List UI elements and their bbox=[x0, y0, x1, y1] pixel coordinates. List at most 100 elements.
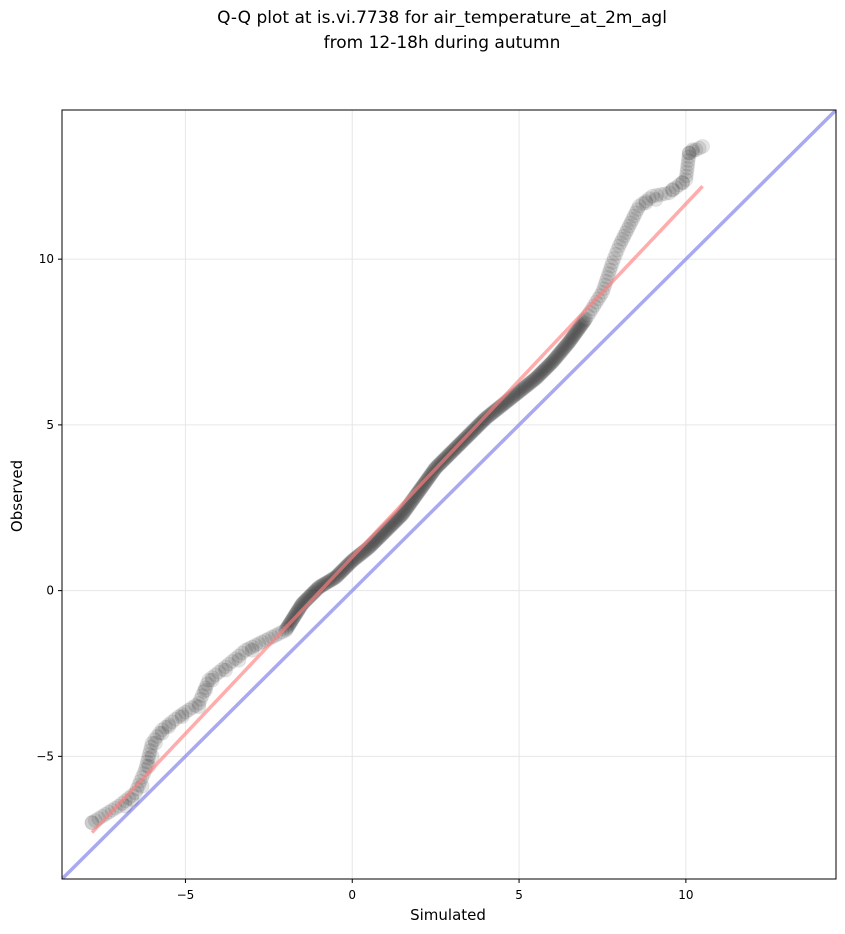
quantile-point bbox=[603, 258, 619, 274]
quantile-point bbox=[511, 384, 527, 400]
quantile-point bbox=[532, 366, 548, 382]
quantile-point bbox=[567, 325, 583, 341]
quantile-point bbox=[289, 603, 305, 619]
quantile-point bbox=[538, 360, 554, 376]
quantile-point bbox=[149, 728, 165, 744]
quantile-point-tail bbox=[204, 672, 220, 688]
quantile-point bbox=[555, 341, 571, 357]
quantile-point bbox=[641, 191, 657, 207]
quantile-point bbox=[535, 363, 551, 379]
quantile-point bbox=[665, 182, 681, 198]
quantile-point bbox=[201, 672, 217, 688]
quantile-point bbox=[631, 198, 647, 214]
chart-title-line1: Q-Q plot at is.vi.7738 for air_temperatu… bbox=[217, 8, 667, 28]
quantile-point bbox=[234, 645, 250, 661]
quantile-point bbox=[337, 560, 353, 576]
y-axis-ticks: −5 0 5 10 bbox=[36, 252, 62, 763]
quantile-point bbox=[536, 362, 552, 378]
quantile-point bbox=[553, 343, 569, 359]
quantile-point bbox=[516, 380, 532, 396]
quantile-point bbox=[97, 806, 113, 822]
quantile-point bbox=[569, 323, 585, 339]
quantile-point-tail bbox=[174, 709, 190, 725]
quantile-point bbox=[681, 145, 697, 161]
quantile-points bbox=[84, 138, 711, 831]
chart-title-line2: from 12-18h during autumn bbox=[324, 33, 561, 53]
quantile-point bbox=[482, 406, 498, 422]
quantile-point-tail bbox=[147, 735, 163, 751]
quantile-point bbox=[671, 177, 687, 193]
quantile-point bbox=[485, 405, 501, 421]
quantile-point bbox=[509, 386, 525, 402]
quantile-point bbox=[187, 698, 203, 714]
quantile-point bbox=[117, 793, 133, 809]
quantile-point bbox=[570, 322, 586, 338]
quantile-point bbox=[244, 639, 260, 655]
quantile-point bbox=[391, 509, 407, 525]
quantile-point bbox=[506, 388, 522, 404]
quantile-point bbox=[549, 348, 565, 364]
x-tick-label: 10 bbox=[678, 888, 693, 902]
quantile-point bbox=[556, 340, 572, 356]
grid bbox=[62, 110, 836, 879]
quantile-point bbox=[129, 781, 145, 797]
quantile-point bbox=[507, 387, 523, 403]
quantile-point bbox=[542, 356, 558, 372]
quantile-point bbox=[171, 709, 187, 725]
quantile-point bbox=[521, 376, 537, 392]
quantile-point bbox=[154, 722, 170, 738]
quantile-point bbox=[638, 193, 654, 209]
quantile-point bbox=[248, 637, 263, 653]
quantile-point bbox=[339, 558, 355, 574]
quantile-point bbox=[139, 754, 155, 770]
quantile-point bbox=[614, 231, 630, 247]
quantile-point bbox=[177, 704, 193, 720]
quantile-point-tail bbox=[197, 682, 213, 698]
quantile-point bbox=[657, 186, 673, 202]
y-tick-label: 5 bbox=[46, 418, 54, 432]
quantile-point bbox=[560, 335, 576, 351]
quantile-point bbox=[623, 215, 639, 231]
quantile-point bbox=[528, 370, 544, 386]
quantile-point bbox=[227, 651, 243, 667]
quantile-point bbox=[144, 735, 160, 751]
quantile-point bbox=[237, 642, 253, 658]
quantile-point bbox=[251, 636, 267, 652]
quantile-point bbox=[121, 790, 137, 806]
quantile-point-tail bbox=[648, 191, 664, 207]
quantile-point bbox=[519, 377, 535, 393]
quantile-point bbox=[547, 350, 563, 366]
x-axis-label: Simulated bbox=[410, 906, 486, 924]
quantile-point bbox=[340, 557, 356, 573]
quantile-point bbox=[608, 246, 624, 262]
quantile-point bbox=[332, 565, 348, 581]
quantile-point bbox=[204, 669, 220, 685]
quantile-point bbox=[562, 333, 578, 349]
quantile-point bbox=[557, 339, 573, 355]
quantile-point bbox=[628, 205, 644, 221]
quantile-point bbox=[566, 327, 582, 343]
quantile-point bbox=[629, 201, 645, 217]
quantile-point bbox=[661, 185, 677, 201]
quantile-point bbox=[533, 365, 549, 381]
quantile-point bbox=[207, 667, 223, 683]
quantile-point bbox=[335, 562, 351, 578]
quantile-point bbox=[544, 354, 560, 370]
x-axis-ticks: −5 0 5 10 bbox=[177, 879, 694, 902]
quantile-point bbox=[515, 381, 531, 397]
quantile-point bbox=[545, 353, 561, 369]
quantile-point bbox=[563, 332, 579, 348]
quantile-point bbox=[513, 382, 529, 398]
quantile-point bbox=[525, 372, 541, 388]
quantile-point bbox=[241, 641, 257, 657]
quantile-point bbox=[392, 508, 408, 524]
quantile-point-tail bbox=[675, 175, 691, 191]
quantile-point bbox=[413, 481, 429, 497]
quantile-point bbox=[211, 664, 227, 680]
quantile-point bbox=[152, 725, 168, 741]
quantile-point bbox=[136, 765, 152, 781]
quantile-point bbox=[167, 711, 183, 727]
quantile-point bbox=[199, 676, 215, 692]
identity-line-path bbox=[62, 110, 836, 879]
quantile-point bbox=[573, 318, 589, 334]
